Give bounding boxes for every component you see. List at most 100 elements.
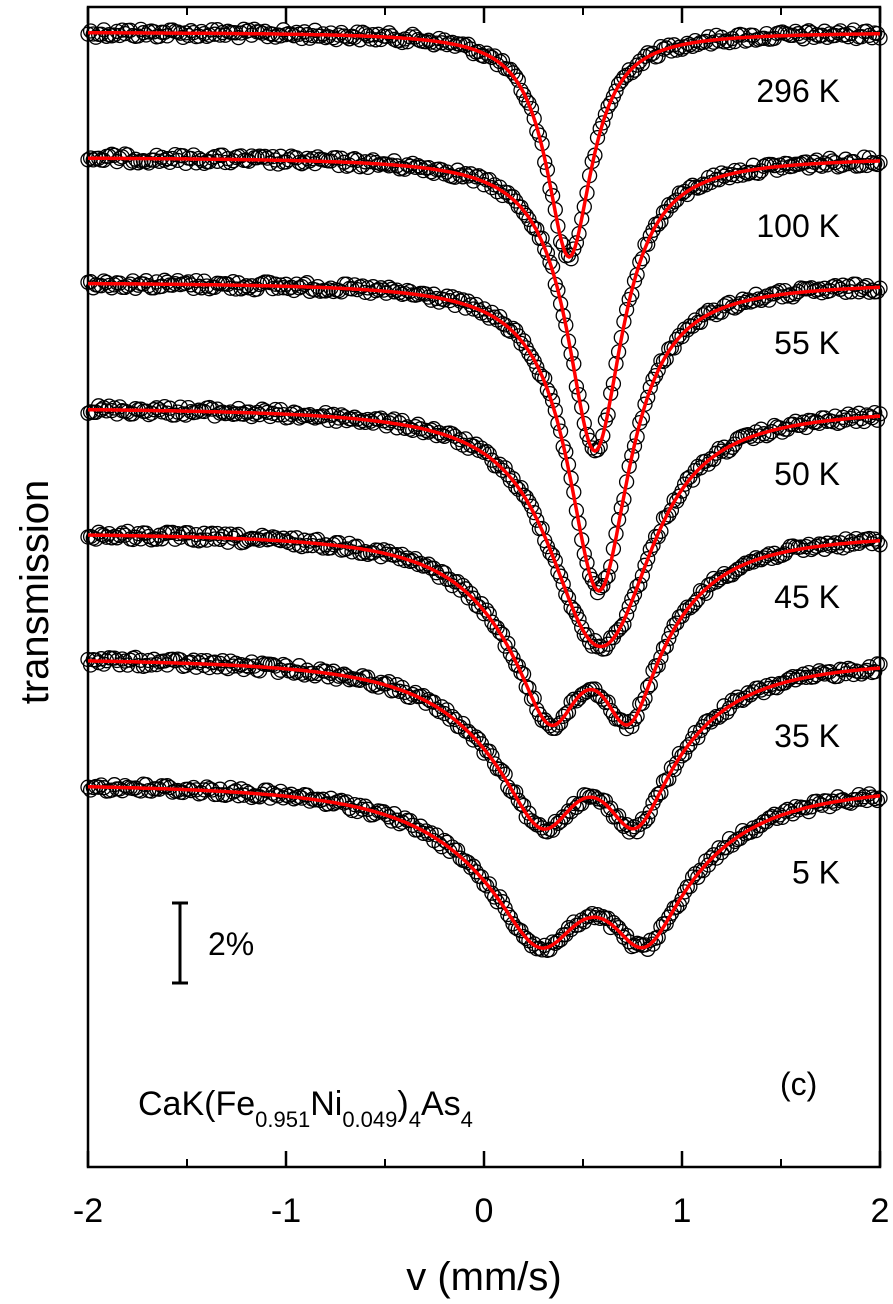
- data-point: [521, 345, 537, 361]
- data-point: [502, 472, 519, 489]
- data-point: [700, 29, 717, 45]
- data-point: [294, 30, 310, 47]
- data-point: [653, 785, 669, 801]
- data-point: [872, 30, 888, 46]
- data-point: [674, 748, 690, 764]
- data-point: [555, 708, 571, 725]
- data-point: [637, 557, 653, 573]
- data-point: [600, 98, 616, 115]
- data-point: [808, 793, 825, 809]
- data-point: [523, 813, 540, 829]
- data-point: [558, 926, 574, 943]
- data-point: [513, 796, 529, 812]
- data-point: [626, 586, 643, 602]
- data-point: [386, 411, 402, 427]
- data-point: [801, 664, 817, 681]
- data-point: [222, 280, 239, 296]
- temperature-label: 45 K: [774, 579, 840, 615]
- data-point: [288, 24, 305, 41]
- data-point: [143, 405, 160, 421]
- data-point: [505, 320, 521, 337]
- data-point: [381, 674, 397, 690]
- data-point: [201, 281, 218, 297]
- data-point: [581, 634, 598, 650]
- data-point: [682, 878, 698, 895]
- data-point: [867, 531, 883, 547]
- data-point: [273, 783, 289, 800]
- formula-sub2: 0.049: [342, 1107, 397, 1132]
- temperature-label: 55 K: [774, 325, 840, 361]
- data-point: [244, 408, 260, 425]
- data-point: [515, 928, 532, 945]
- data-point: [840, 660, 856, 677]
- data-point: [518, 809, 534, 825]
- fit-line: [87, 156, 880, 453]
- data-point: [502, 323, 519, 339]
- data-point: [603, 800, 619, 816]
- data-point: [547, 553, 563, 569]
- data-point: [510, 792, 526, 808]
- data-point: [170, 525, 186, 542]
- data-point: [658, 638, 674, 655]
- data-point: [217, 526, 233, 542]
- series-35k: [80, 649, 888, 840]
- temperature-label: 100 K: [756, 208, 840, 244]
- data-point: [618, 607, 635, 623]
- data-point: [500, 184, 516, 201]
- data-point: [463, 859, 479, 876]
- data-point: [217, 659, 233, 675]
- series-296k: [80, 21, 888, 267]
- x-tick-label: -1: [271, 1192, 301, 1230]
- data-point: [494, 626, 511, 642]
- data-point: [204, 401, 220, 417]
- data-point: [824, 279, 841, 295]
- data-point: [494, 763, 511, 779]
- data-point: [745, 157, 761, 173]
- data-point: [468, 864, 484, 880]
- data-point: [529, 512, 545, 528]
- x-tick-label: 1: [673, 1192, 692, 1230]
- data-point: [603, 702, 619, 719]
- data-point: [352, 414, 368, 430]
- data-point: [460, 723, 476, 740]
- data-point: [489, 458, 505, 474]
- data-point: [447, 711, 463, 728]
- data-point: [589, 442, 606, 458]
- data-point: [537, 712, 553, 728]
- data-point: [352, 32, 368, 48]
- data-point: [101, 148, 117, 164]
- data-point: [645, 537, 661, 554]
- data-point: [566, 602, 582, 618]
- data-point: [513, 664, 529, 681]
- data-point: [848, 276, 864, 292]
- data-point: [373, 410, 389, 426]
- data-point: [584, 905, 600, 922]
- data-point: [785, 668, 801, 685]
- data-point: [650, 786, 666, 802]
- data-point: [547, 813, 563, 830]
- data-point: [148, 531, 165, 547]
- data-point: [394, 34, 410, 51]
- data-point: [843, 795, 859, 811]
- data-point: [452, 719, 468, 735]
- data-point: [162, 154, 178, 171]
- x-axis-ticks: [86, 7, 882, 1167]
- data-point: [333, 284, 350, 300]
- data-point: [426, 165, 442, 182]
- data-point: [610, 919, 627, 936]
- data-point: [452, 582, 468, 598]
- data-point: [640, 551, 656, 567]
- data-point: [785, 289, 801, 305]
- data-point: [563, 251, 579, 267]
- data-point: [270, 280, 286, 296]
- data-point: [663, 198, 680, 214]
- data-point: [537, 241, 553, 257]
- data-point: [449, 290, 466, 307]
- data-point: [629, 708, 645, 724]
- data-point: [492, 624, 508, 640]
- data-point: [315, 540, 331, 556]
- data-point: [687, 866, 703, 882]
- data-point: [93, 777, 109, 793]
- data-point: [682, 600, 698, 616]
